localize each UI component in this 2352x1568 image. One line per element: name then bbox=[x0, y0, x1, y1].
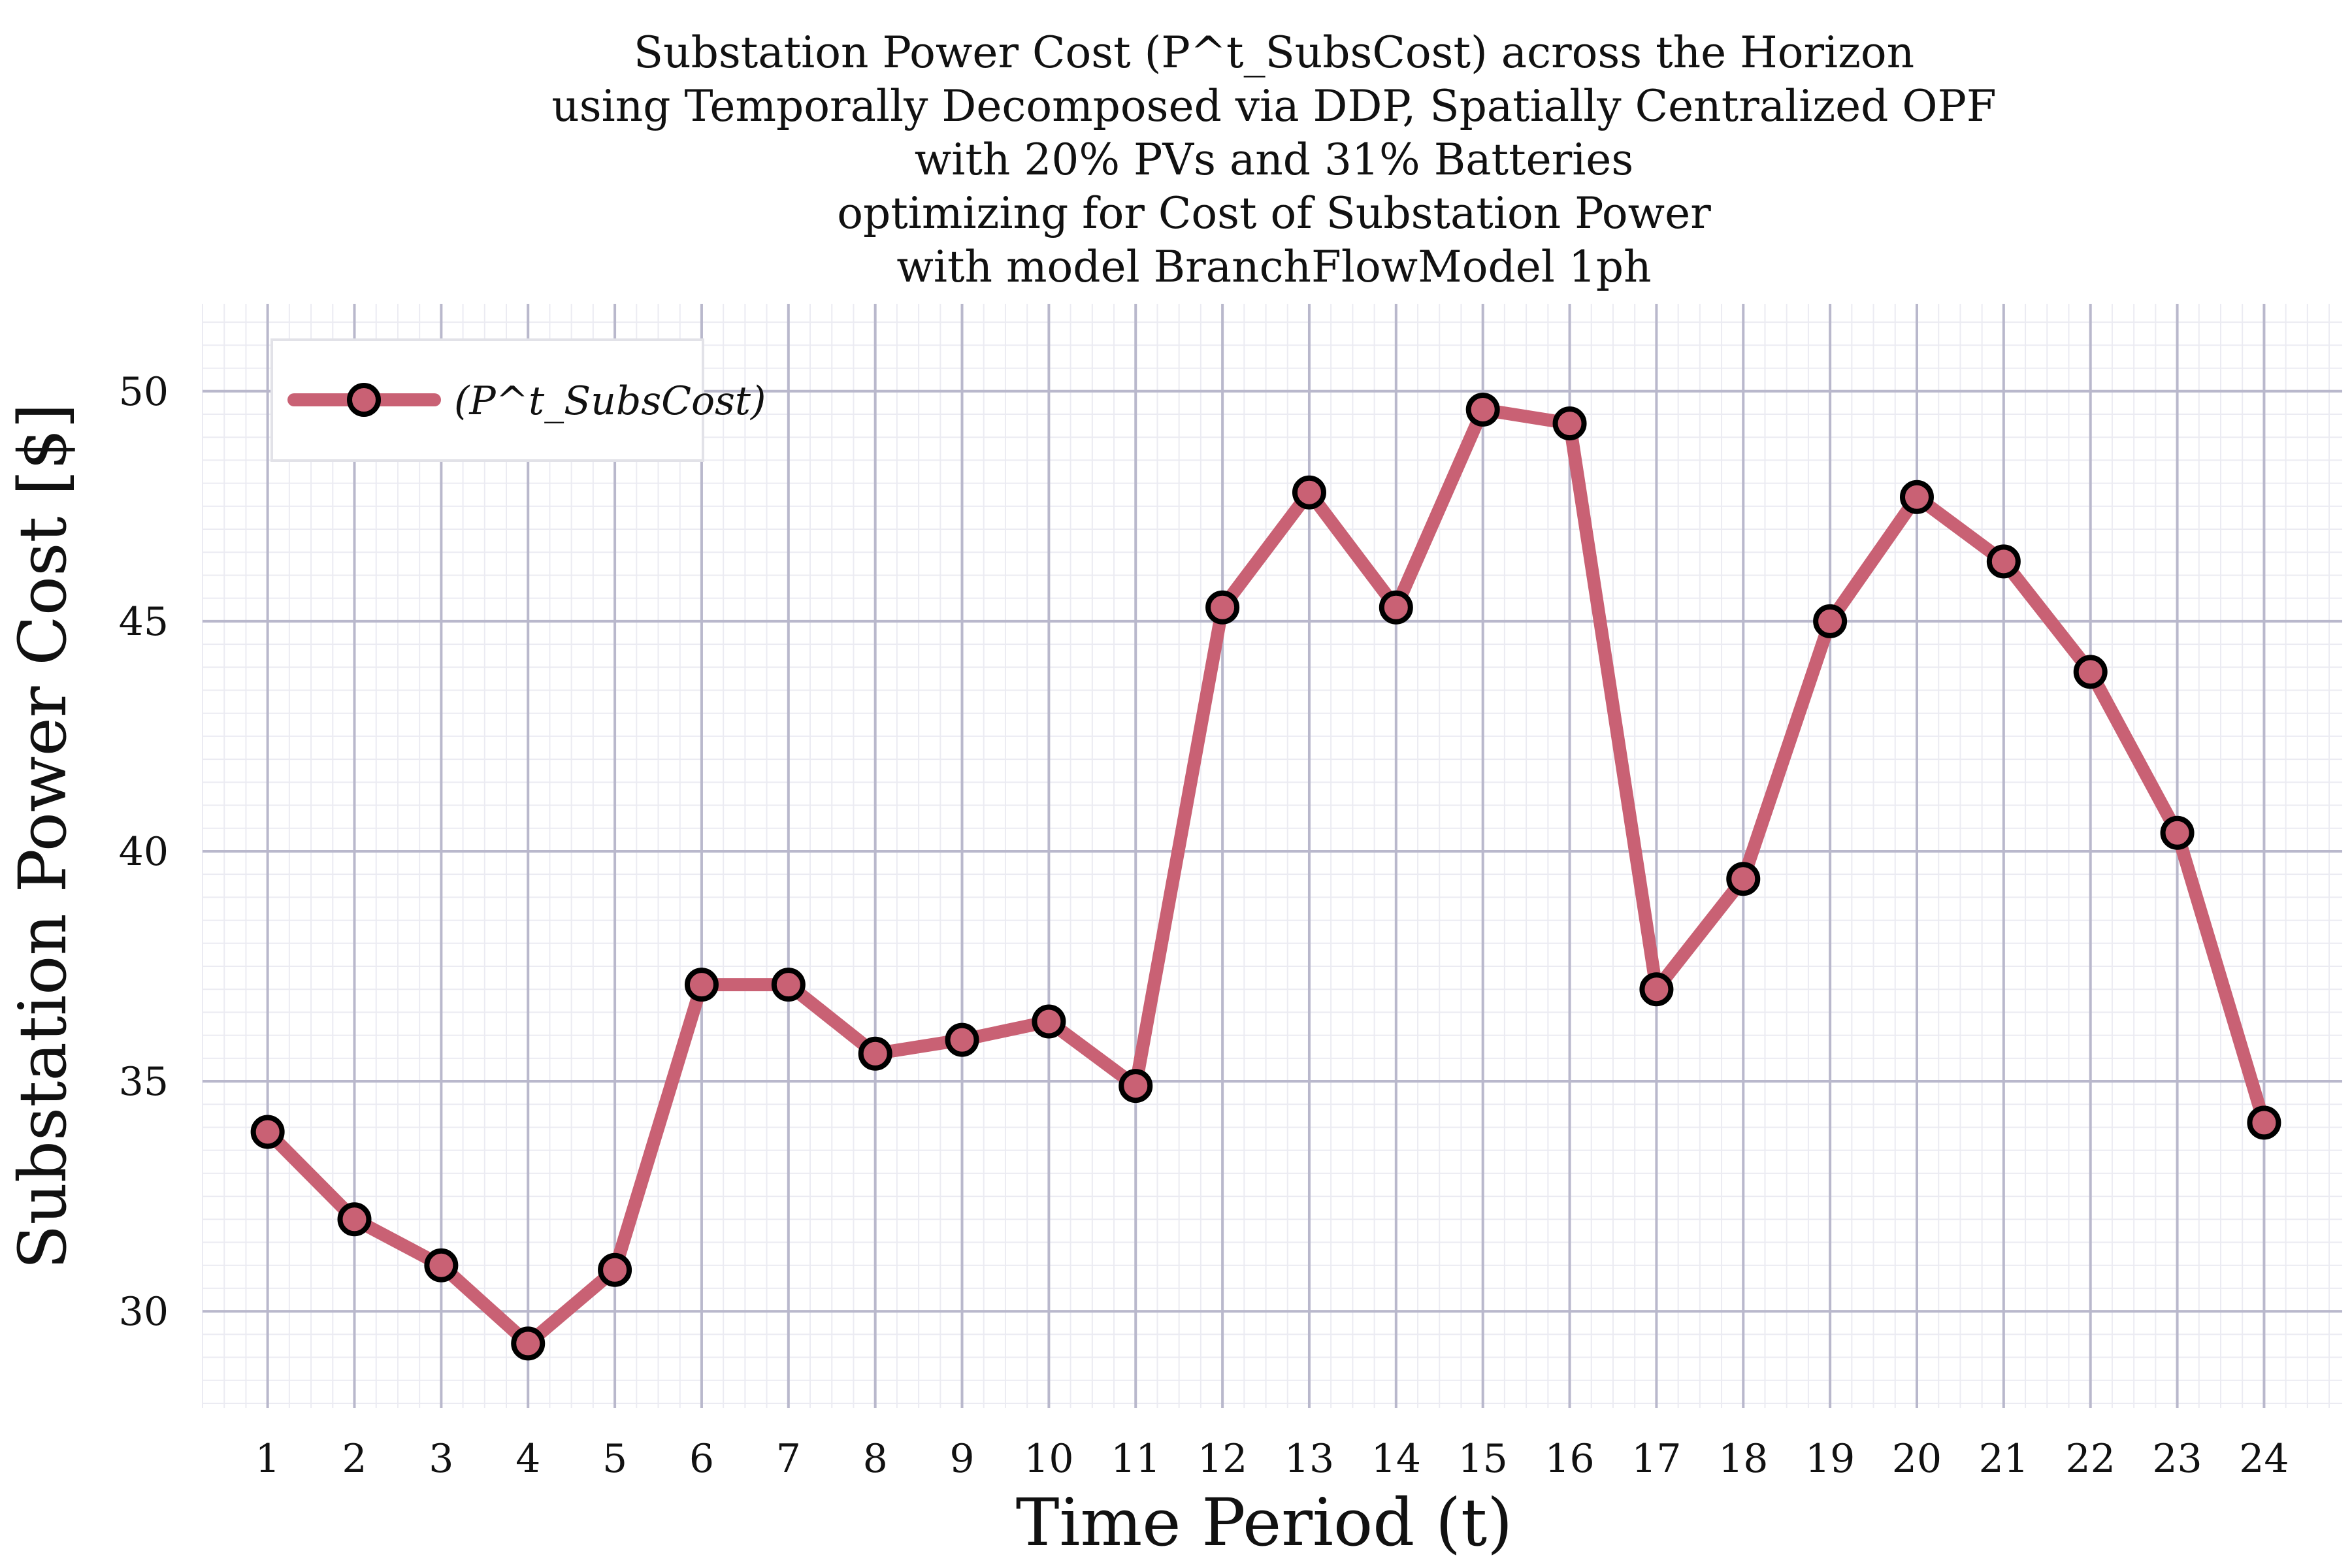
x-tick-label: 20 bbox=[1892, 1436, 1942, 1482]
x-tick-label: 22 bbox=[2066, 1436, 2115, 1482]
x-tick-label: 21 bbox=[1979, 1436, 2029, 1482]
data-point bbox=[1639, 972, 1674, 1007]
x-axis-ticks: 1 2 3 4 5 6 7 8 9 10 11 12 13 14 15 16 17 18 19 20 21 22 23 24 bbox=[255, 1436, 2289, 1482]
data-point bbox=[250, 1115, 285, 1149]
x-tick-label: 1 bbox=[255, 1436, 280, 1482]
legend: (P^t_SubsCost) bbox=[270, 338, 766, 462]
legend-marker-swatch bbox=[347, 383, 381, 417]
x-tick-label: 14 bbox=[1371, 1436, 1421, 1482]
chart-title-line-4: optimizing for Cost of Substation Power bbox=[837, 188, 1711, 238]
x-tick-label: 11 bbox=[1111, 1436, 1160, 1482]
chart-title-line-3: with 20% PVs and 31% Batteries bbox=[914, 135, 1634, 185]
y-tick-label: 50 bbox=[119, 369, 169, 415]
y-tick-label: 35 bbox=[119, 1059, 169, 1105]
data-point bbox=[337, 1202, 372, 1237]
series-markers bbox=[250, 392, 2281, 1361]
data-point bbox=[598, 1252, 632, 1287]
y-axis-ticks: 30 35 40 45 50 bbox=[119, 369, 169, 1335]
data-point bbox=[1379, 590, 1413, 625]
data-point bbox=[1205, 590, 1240, 625]
data-point bbox=[424, 1248, 459, 1282]
data-point bbox=[945, 1022, 979, 1057]
x-tick-label: 13 bbox=[1284, 1436, 1334, 1482]
data-point bbox=[1899, 480, 1934, 514]
chart-title-line-1: Substation Power Cost (P^t_SubsCost) acr… bbox=[633, 27, 1915, 78]
legend-entry-label: (P^t_SubsCost) bbox=[454, 378, 766, 424]
data-point bbox=[1986, 544, 2021, 579]
x-tick-label: 10 bbox=[1024, 1436, 1073, 1482]
x-tick-label: 12 bbox=[1198, 1436, 1247, 1482]
x-tick-label: 7 bbox=[776, 1436, 801, 1482]
y-tick-label: 40 bbox=[119, 829, 169, 875]
x-tick-label: 4 bbox=[515, 1436, 540, 1482]
series-line bbox=[261, 402, 2271, 1350]
chart-title-line-5: with model BranchFlowModel 1ph bbox=[896, 242, 1652, 292]
data-point bbox=[2073, 655, 2108, 689]
x-tick-label: 6 bbox=[689, 1436, 714, 1482]
x-tick-label: 2 bbox=[342, 1436, 367, 1482]
x-axis-title: Time Period (t) bbox=[1016, 1484, 1512, 1561]
data-point bbox=[1726, 862, 1761, 896]
data-point bbox=[1292, 475, 1326, 510]
data-point bbox=[2160, 815, 2195, 850]
x-tick-label: 16 bbox=[1544, 1436, 1594, 1482]
data-point bbox=[511, 1326, 546, 1361]
y-tick-label: 45 bbox=[119, 599, 169, 645]
x-tick-label: 15 bbox=[1458, 1436, 1508, 1482]
x-tick-label: 8 bbox=[863, 1436, 888, 1482]
data-point bbox=[1119, 1069, 1153, 1103]
data-point bbox=[1465, 392, 1500, 427]
chart-title: Substation Power Cost (P^t_SubsCost) acr… bbox=[523, 26, 2025, 294]
y-axis-title: Substation Power Cost [$] bbox=[5, 403, 81, 1269]
x-tick-label: 23 bbox=[2152, 1436, 2202, 1482]
chart-title-line-2: using Temporally Decomposed via DDP, Spa… bbox=[551, 81, 1997, 131]
data-point bbox=[858, 1036, 892, 1071]
data-point bbox=[1552, 406, 1587, 441]
x-tick-label: 3 bbox=[429, 1436, 453, 1482]
x-tick-label: 5 bbox=[602, 1436, 627, 1482]
x-tick-label: 9 bbox=[949, 1436, 974, 1482]
x-tick-label: 18 bbox=[1718, 1436, 1768, 1482]
data-point bbox=[684, 968, 719, 1002]
x-tick-label: 17 bbox=[1631, 1436, 1681, 1482]
y-tick-label: 30 bbox=[119, 1289, 169, 1335]
data-point bbox=[2247, 1105, 2281, 1140]
series-lines bbox=[261, 402, 2271, 1350]
x-tick-label: 24 bbox=[2239, 1436, 2289, 1482]
data-point bbox=[1032, 1004, 1066, 1039]
data-point bbox=[771, 968, 806, 1002]
data-point bbox=[1813, 604, 1848, 638]
x-tick-label: 19 bbox=[1805, 1436, 1855, 1482]
